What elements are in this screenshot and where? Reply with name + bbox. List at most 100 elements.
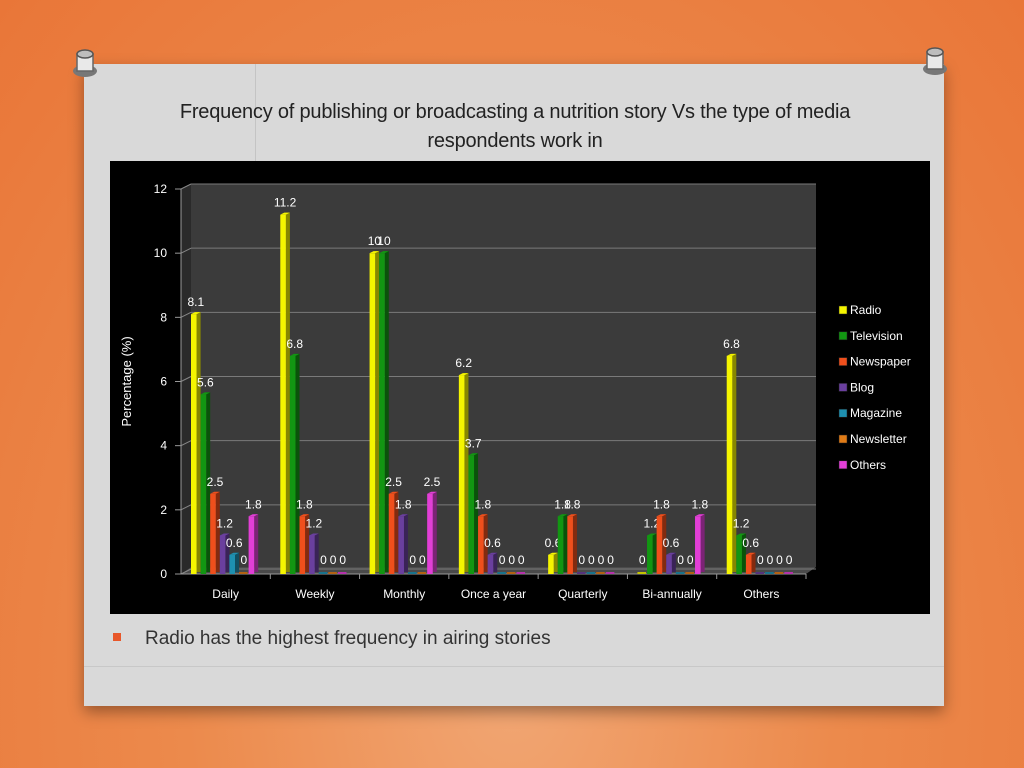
bar [576,572,586,574]
data-label: 6.2 [455,356,472,370]
bar-face [755,572,765,574]
bar-top [567,514,577,517]
bar [248,514,259,574]
bar-top [736,533,746,536]
bar-face [487,554,494,574]
x-category-label: Quarterly [558,587,607,601]
bar [337,572,347,574]
bar-face [200,394,207,574]
bar [516,572,526,574]
legend-label: Radio [850,303,882,317]
bar-face [596,572,605,574]
gridline-depth [180,376,192,382]
bar-face [497,572,506,574]
bar-face [548,554,554,574]
bar-top [299,514,310,517]
bar-top [398,514,408,517]
card-divider-horizontal [84,666,944,667]
data-label: 10 [377,234,391,248]
bar [647,533,657,574]
data-label: 1.2 [216,517,233,531]
bar-face [516,572,526,574]
data-label: 0.6 [742,536,759,550]
bar-face [407,572,417,574]
bar-side [493,552,498,572]
data-label: 1.8 [245,497,262,511]
bar-top [487,552,498,555]
y-tick-label: 10 [154,246,168,260]
data-label: 2.5 [424,475,441,489]
legend-label: Others [850,458,886,472]
bar-side [196,312,201,572]
bar [497,572,506,574]
data-label: 0.6 [226,536,243,550]
data-label: 1.2 [643,517,660,531]
gridline-depth [180,183,192,190]
bullet-marker-icon [113,633,121,641]
gridline-depth [180,247,192,254]
bar [468,453,479,574]
bar-side [553,552,558,572]
bar-face [379,253,385,574]
bar-face [191,314,197,574]
data-label: 0 [409,553,416,567]
bar [596,572,605,574]
bar-side [652,533,657,572]
bar-side [375,251,380,572]
bar [656,514,667,574]
bar-face [685,572,695,574]
bar [548,552,558,574]
data-label: 6.8 [286,337,303,351]
data-label: 1.8 [395,497,412,511]
bar-face [210,493,216,574]
bar-face [675,572,685,574]
data-label: 2.5 [385,475,402,489]
pushpin-right-icon [923,47,947,75]
data-label: 0 [499,553,506,567]
bar-side [741,533,746,572]
bar [784,572,793,574]
bar-top [458,373,469,376]
bar-side [563,514,568,572]
data-label: 0 [776,553,783,567]
bar [567,514,577,574]
bar [755,572,765,574]
bar [200,392,211,574]
bar-top [388,491,399,494]
y-tick-label: 4 [160,439,167,453]
bar-face [369,253,376,574]
bar [506,572,516,574]
slide-title: Frequency of publishing or broadcasting … [110,98,920,156]
bar-side [384,251,389,572]
gridline-depth [180,311,192,318]
plot-back-wall [191,184,816,567]
bar-top [369,251,380,254]
legend-swatch [838,434,848,444]
x-category-label: Monthly [383,587,425,601]
pushpin-left-icon [73,49,97,77]
bar [407,572,417,574]
bar [745,552,756,574]
bar [605,572,615,574]
bar-side [662,514,667,572]
data-label: 1.8 [475,497,492,511]
bar-face [666,554,672,574]
data-label: 0.6 [545,536,562,550]
bar-face [427,493,433,574]
legend-label: Television [850,329,903,343]
bar [239,572,248,574]
bar-top [289,353,300,356]
bar [736,533,746,574]
bar-side [285,212,290,572]
bar-top [478,514,488,517]
bar-chart: 0 2 4 6 8 10 12 Percentage (%) Daily 8.1 5.6 2.5 1.2… [119,182,911,601]
bar-face [765,572,774,574]
chart-panel: 0 2 4 6 8 10 12 Percentage (%) Daily 8.1 5.6 2.5 1.2… [110,161,930,614]
bar [388,491,399,574]
legend-label: Blog [850,380,874,394]
gridline-depth [180,568,192,575]
data-label: 2.5 [207,475,224,489]
bar-side [700,514,705,572]
bar [289,353,300,574]
bar-side [206,392,211,572]
